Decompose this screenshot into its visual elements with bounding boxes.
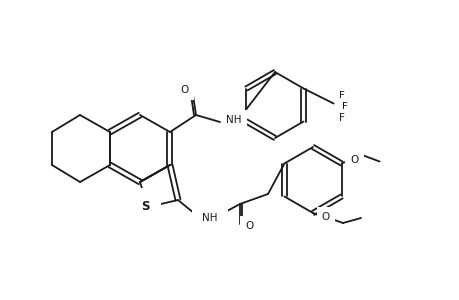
Text: S: S: [140, 200, 149, 212]
Text: O: O: [180, 85, 189, 95]
Text: O: O: [245, 221, 253, 231]
Text: O: O: [350, 154, 358, 164]
Text: F: F: [341, 101, 347, 112]
Text: F: F: [338, 112, 344, 122]
Text: O: O: [321, 212, 330, 222]
Text: NH: NH: [202, 213, 217, 223]
Text: NH: NH: [225, 115, 241, 125]
Text: F: F: [338, 91, 344, 100]
